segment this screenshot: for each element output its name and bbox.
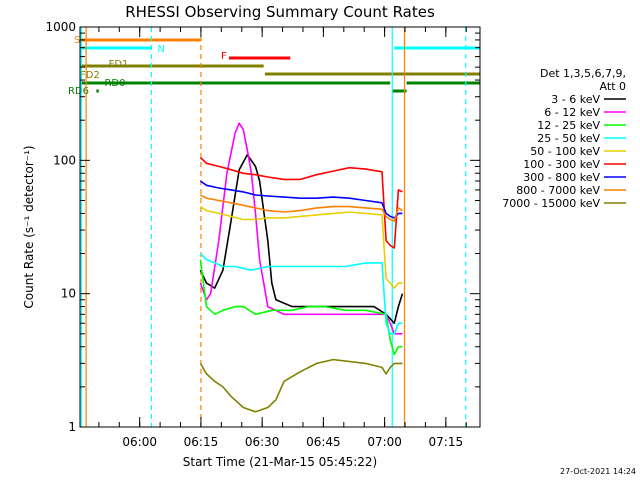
flag-bars: S N F FD1 FD2 RD0 RD6 [68,35,480,97]
chart-title: RHESSI Observing Summary Count Rates [125,3,435,21]
legend-item-label: 100 - 300 keV [523,158,600,171]
flag-label: RD6 [68,86,89,97]
legend-header-line: Det 1,3,5,6,7,9, [540,67,626,80]
flag-label: F [221,51,227,62]
x-tick-label: 06:45 [306,435,341,449]
flag-label: FD1 [109,59,129,70]
legend-item-label: 300 - 800 keV [523,171,600,184]
legend-item-label: 3 - 6 keV [551,93,600,106]
plot-frame [79,26,481,428]
series-line [200,194,403,222]
series-line [199,156,403,249]
flag-label: RD0 [104,78,125,89]
y-tick-label: 1 [68,420,76,434]
series-lines [199,122,404,413]
series-line [199,154,404,324]
series-line [199,259,403,356]
series-line [199,358,403,413]
y-axis: 1 10 100 1000 [45,20,480,434]
legend-item-label: 800 - 7000 keV [516,184,600,197]
series-line [199,122,403,335]
x-tick-label: 06:30 [245,435,280,449]
flag-label: S [74,35,80,46]
series-line [199,180,403,219]
legend-item-label: 6 - 12 keV [544,106,600,119]
x-tick-label: 06:00 [122,435,157,449]
x-tick-label: 07:15 [429,435,464,449]
flag-label: FD2 [80,70,100,81]
x-tick-label: 07:00 [367,435,402,449]
y-tick-label: 100 [53,153,76,167]
series-line [199,252,403,335]
legend-item-label: 50 - 100 keV [530,145,600,158]
x-tick-label: 06:15 [184,435,219,449]
footer-timestamp: 27-Oct-2021 14:24 [560,467,636,476]
series-line [199,205,403,289]
y-tick-label: 1000 [45,20,76,34]
legend-item-label: 7000 - 15000 keV [502,197,600,210]
x-axis: 06:00 06:15 06:30 06:45 07:00 07:15 [98,27,467,449]
legend-item-label: 25 - 50 keV [537,132,600,145]
flag-label: N [157,44,164,55]
legend-header-line: Att 0 [600,80,626,93]
legend-item-label: 12 - 25 keV [537,119,600,132]
y-tick-label: 10 [61,287,76,301]
x-axis-label: Start Time (21-Mar-15 05:45:22) [183,455,377,469]
y-axis-label: Count Rate (s⁻¹ detector⁻¹) [22,145,36,308]
vertical-markers [80,27,467,427]
